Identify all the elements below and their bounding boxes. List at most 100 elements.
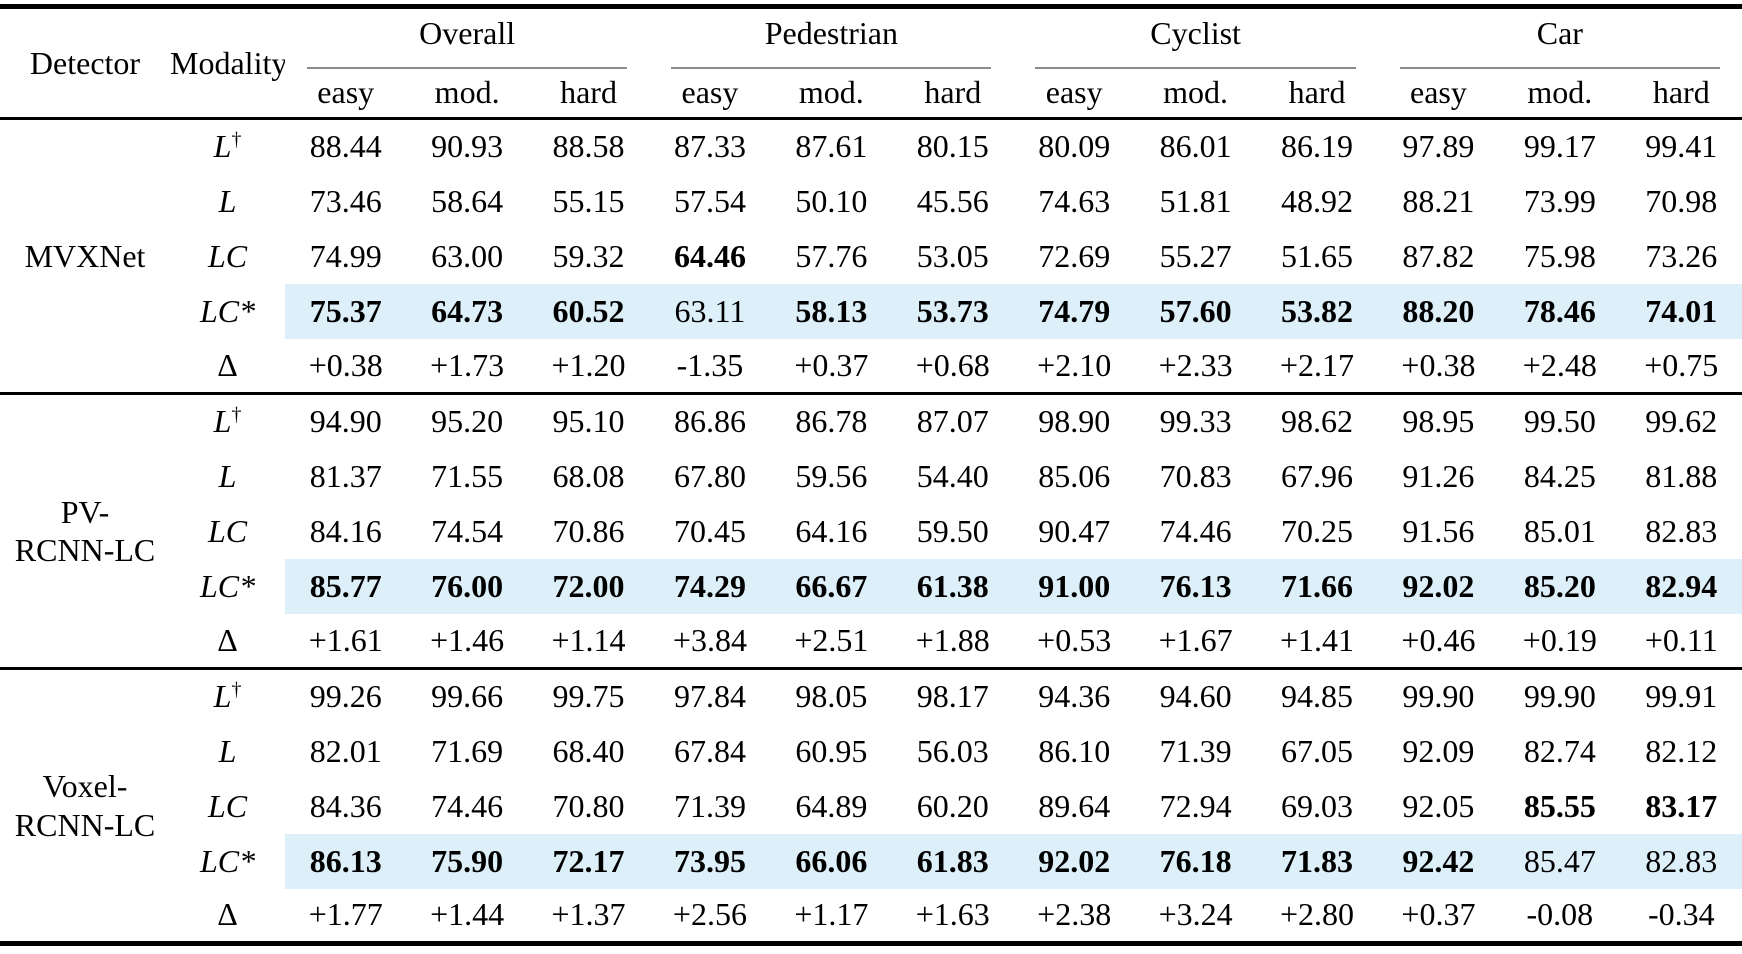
subheader-cyclist-mod: mod. [1163,74,1229,111]
score-cell: 74.79 [1013,283,1135,339]
subheader-pedestrian-easy: easy [681,74,739,111]
score-cell: 63.11 [649,283,771,339]
score-cell: 67.05 [1281,732,1353,769]
score-cell: 66.67 [770,558,893,614]
score-cell: 73.46 [309,182,382,219]
score-cell: 90.93 [431,128,504,165]
score-cell: 51.65 [1281,237,1353,274]
group-label-pedestrian: Pedestrian [764,15,898,52]
score-cell: 72.00 [527,558,650,614]
score-cell: 91.56 [1402,512,1475,549]
score-cell: 55.27 [1159,237,1232,274]
score-cell: 99.62 [1620,392,1742,449]
score-cell: 99.90 [1377,667,1500,724]
score-cell: +3.24 [1158,896,1233,933]
detector-name: PV- RCNN-LC [0,392,171,669]
score-cell: 98.17 [892,667,1014,724]
score-cell: 86.78 [770,392,893,449]
score-cell: 98.90 [1013,392,1135,449]
score-cell: 97.84 [649,667,771,724]
score-cell: 57.54 [673,182,746,219]
score-cell: 87.61 [795,128,868,165]
subheader-pedestrian-hard: hard [924,74,982,111]
score-cell: 84.25 [1523,457,1596,494]
score-cell: +2.80 [1279,896,1355,933]
modality-label: LC* [199,567,256,604]
score-cell: +0.68 [915,346,990,383]
score-cell: 63.00 [431,237,504,274]
score-cell: 86.86 [649,392,771,449]
score-cell: 85.55 [1523,787,1596,824]
score-cell: 60.52 [527,283,650,339]
score-cell: +0.46 [1401,621,1476,658]
score-cell: -0.08 [1526,896,1594,933]
score-cell: 64.89 [795,787,868,824]
score-cell: 86.10 [1038,732,1111,769]
score-cell: 92.02 [1377,558,1500,614]
score-cell: 64.73 [406,283,528,339]
subheader-cyclist-hard: hard [1288,74,1346,111]
score-cell: 58.64 [431,182,504,219]
score-cell: 72.94 [1159,787,1232,824]
score-cell: +0.38 [1401,346,1476,383]
table-row: L 82.01 71.69 68.40 67.84 60.95 56.03 86.10 71.3… [0,724,1742,779]
score-cell: 59.32 [552,237,625,274]
score-cell: 84.16 [309,512,382,549]
modality-label: L [218,182,237,219]
group-underline-rule [307,66,628,69]
modality-label: L [218,732,237,769]
score-cell: 68.08 [552,457,625,494]
score-cell: 66.06 [770,833,893,889]
score-cell: +2.51 [794,621,869,658]
score-cell: 70.86 [552,512,625,549]
score-cell: 51.81 [1159,182,1232,219]
score-cell: 45.56 [916,182,989,219]
score-cell: 71.39 [673,787,746,824]
score-cell: +1.20 [551,346,626,383]
group-underline-rule [1399,66,1720,69]
score-cell: 72.17 [527,833,650,889]
score-cell: 70.25 [1281,512,1353,549]
score-cell: 83.17 [1645,787,1718,824]
table-row: PV- RCNN-LC L† 94.90 95.20 95.10 86.86 86.78 87.… [0,392,1742,669]
modality-label: L [218,457,237,494]
score-cell: 85.20 [1499,558,1621,614]
group-underline-rule [1035,66,1356,69]
score-cell: 67.80 [673,457,746,494]
score-cell: +1.37 [551,896,626,933]
score-cell: -0.34 [1647,896,1715,933]
table-row: Δ +1.61 +1.46 +1.14 +3.84 +2.51 +1.88 +0.53 +1.6… [0,614,1742,669]
score-cell: 48.92 [1281,182,1353,219]
sub-header-row: easy mod. hard easy mod. hard easy mod. … [0,69,1742,119]
score-cell: +1.88 [915,621,990,658]
score-cell: 60.95 [795,732,868,769]
score-cell: 75.37 [285,283,407,339]
score-cell: 90.47 [1038,512,1111,549]
table-row: L 73.46 58.64 55.15 57.54 50.10 45.56 74.63 51.8… [0,174,1742,229]
detector-name: Voxel- RCNN-LC [0,667,171,944]
score-cell: +0.19 [1522,621,1597,658]
score-cell: +2.33 [1158,346,1233,383]
group-header-cyclist: Cyclist [1013,7,1377,69]
score-cell: 50.10 [795,182,868,219]
score-cell: +2.48 [1522,346,1597,383]
score-cell: 61.83 [892,833,1014,889]
score-cell: 85.06 [1038,457,1111,494]
score-cell: 68.40 [552,732,625,769]
group-label-cyclist: Cyclist [1150,15,1241,52]
score-cell: 99.91 [1620,667,1742,724]
score-cell: 92.05 [1402,787,1475,824]
score-cell: 73.99 [1523,182,1596,219]
score-cell: 70.83 [1159,457,1232,494]
score-cell: +2.56 [672,896,747,933]
score-cell: 55.15 [552,182,625,219]
modality-label: LC* [199,292,256,329]
score-cell: 59.50 [916,512,989,549]
subheader-car-hard: hard [1652,74,1710,111]
score-cell: 67.96 [1281,457,1353,494]
group-label-car: Car [1536,15,1583,52]
score-cell: 80.15 [916,128,989,165]
score-cell: 99.90 [1499,667,1621,724]
score-cell: 57.76 [795,237,868,274]
